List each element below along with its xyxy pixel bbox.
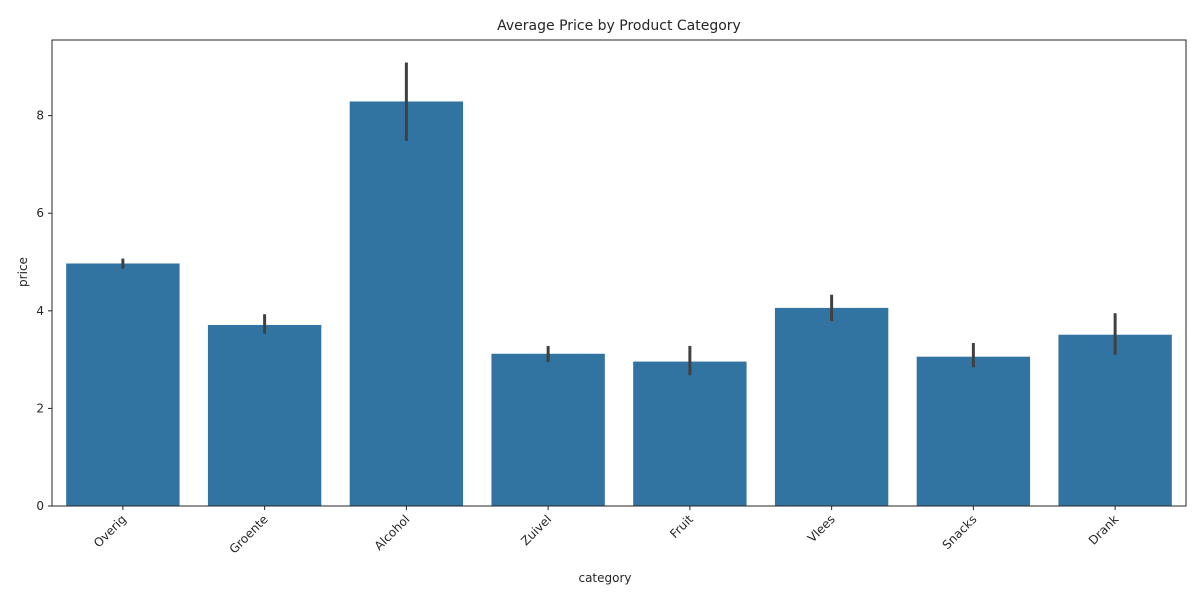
y-axis-label: price bbox=[16, 257, 30, 287]
bar-snacks bbox=[916, 356, 1031, 506]
bar-overig bbox=[66, 263, 180, 506]
error-bars-group bbox=[121, 62, 1117, 376]
bar-drank bbox=[1058, 334, 1172, 506]
bars-group bbox=[66, 101, 1172, 506]
y-tick-label: 6 bbox=[36, 206, 44, 220]
y-tick-label: 0 bbox=[36, 499, 44, 513]
y-tick-label: 8 bbox=[36, 109, 44, 123]
bar-groente bbox=[207, 324, 322, 506]
bar-alcohol bbox=[349, 101, 464, 506]
chart-title: Average Price by Product Category bbox=[497, 18, 741, 34]
y-tick-label: 2 bbox=[36, 401, 44, 415]
y-tick-label: 4 bbox=[36, 304, 44, 318]
bar-vlees bbox=[774, 307, 889, 506]
plot-frame bbox=[51, 39, 1187, 507]
x-axis-label: category bbox=[578, 571, 631, 585]
bar-zuivel bbox=[491, 353, 605, 506]
bar-fruit bbox=[633, 361, 747, 506]
y-axis: 0 2 4 6 8 bbox=[36, 39, 1187, 513]
